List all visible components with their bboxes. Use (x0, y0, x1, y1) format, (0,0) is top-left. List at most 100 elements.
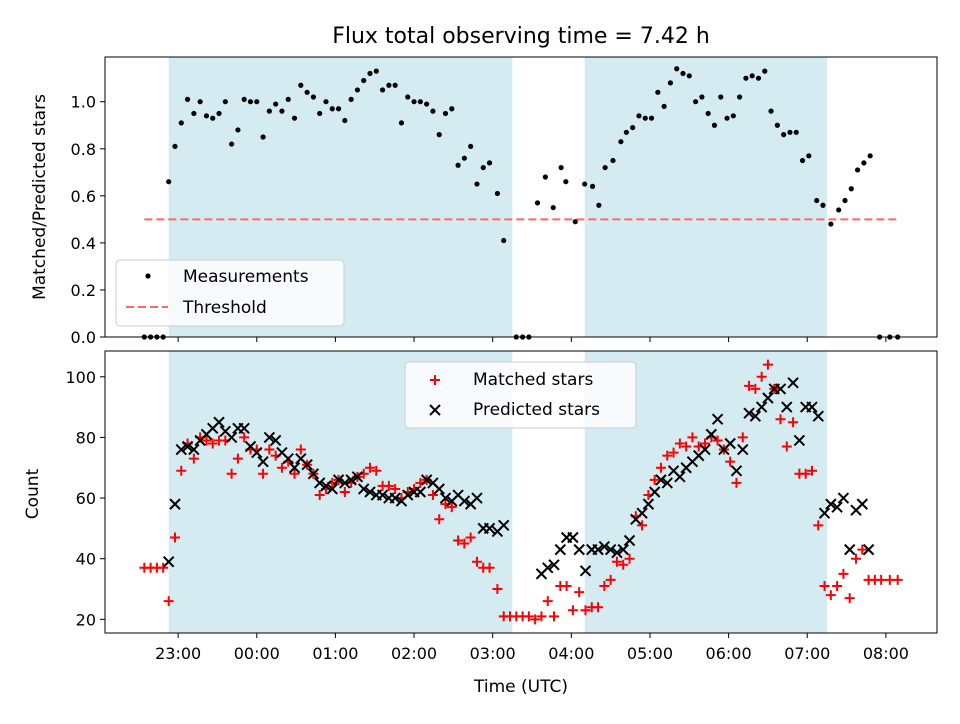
measurements-point (686, 73, 692, 79)
legend-matched-label: Matched stars (473, 370, 593, 390)
matched-stars-point (446, 502, 457, 513)
predicted-stars-point (755, 401, 768, 413)
matched-stars-point (188, 453, 199, 464)
measurements-point (323, 99, 329, 105)
matched-stars-point (637, 520, 648, 531)
measurements-point (197, 99, 203, 105)
measurements-point (836, 207, 842, 213)
predicted-stars-point (313, 477, 326, 489)
matched-stars-point (383, 480, 394, 491)
measurements-point (172, 143, 178, 150)
predicted-stars-point (497, 519, 510, 532)
x-tick-label: 06:00 (706, 644, 752, 663)
measurements-point (203, 113, 210, 119)
measurements-point (861, 160, 867, 166)
measurements-point (392, 82, 398, 88)
measurements-point (781, 132, 787, 138)
predicted-stars-point (483, 522, 496, 535)
measurements-point (774, 122, 780, 128)
measurements-point (266, 108, 272, 114)
predicted-stars-point (269, 434, 282, 447)
predicted-stars-point (705, 428, 718, 441)
matched-stars-point (239, 432, 250, 443)
matched-stars-point (750, 383, 761, 394)
predicted-stars-point (674, 471, 686, 483)
measurements-point (768, 108, 774, 114)
matched-stars-point (574, 587, 585, 598)
predicted-stars-point (471, 492, 483, 504)
predicted-stars-point (749, 410, 762, 422)
predicted-stars-point (573, 543, 585, 556)
measurements-point (737, 94, 743, 100)
measurements-point (191, 110, 197, 117)
measurements-point (424, 101, 430, 107)
matched-stars-point (756, 371, 767, 382)
legend-matched-marker (430, 375, 440, 385)
predicted-stars-point (263, 431, 276, 444)
predicted-stars-point (844, 543, 856, 556)
predicted-stars-point (837, 492, 850, 504)
matched-stars-point (762, 359, 773, 370)
measurements-point (667, 80, 674, 86)
predicted-stars-point (699, 443, 711, 456)
measurements-point (178, 120, 184, 126)
matched-stars-point (258, 468, 269, 479)
matched-stars-point (737, 432, 748, 443)
matched-stars-point (668, 447, 679, 458)
matched-stars-point (567, 605, 578, 616)
predicted-stars-point (793, 434, 806, 447)
top-y-tick-label: 0.2 (71, 281, 96, 300)
measurements-point (455, 162, 461, 168)
measurements-point (449, 106, 455, 112)
matched-stars-point (788, 417, 799, 428)
measurements-point (692, 99, 699, 105)
legend-threshold-label: Threshold (182, 298, 267, 318)
measurements-point (285, 96, 291, 102)
matched-stars-point (276, 462, 287, 473)
matched-stars-point (264, 444, 275, 455)
measurements-point (222, 99, 228, 105)
matched-stars-point (800, 468, 811, 479)
matched-stars-point (523, 611, 534, 622)
predicted-stars-point (181, 440, 194, 453)
bottom-y-tick-label: 100 (65, 368, 96, 387)
matched-stars-point (158, 562, 169, 573)
predicted-stars-point (812, 410, 824, 422)
matched-stars-point (314, 490, 325, 501)
matched-stars-point (599, 581, 610, 591)
predicted-stars-point (787, 377, 799, 389)
legend-measurements-marker (145, 273, 151, 279)
measurements-point (494, 190, 501, 197)
matched-stars-point (339, 487, 350, 497)
measurements-point (468, 143, 474, 150)
matched-stars-point (832, 581, 843, 591)
x-tick-label: 23:00 (155, 644, 201, 663)
predicted-stars-point (307, 468, 320, 480)
predicted-stars-point (351, 471, 364, 483)
measurements-point (398, 120, 405, 126)
predicted-stars-point (661, 477, 673, 489)
predicted-stars-point (831, 501, 843, 513)
measurements-point (828, 221, 834, 227)
matched-stars-point (851, 553, 862, 564)
x-tick-label: 04:00 (548, 644, 594, 663)
predicted-stars-point (648, 486, 661, 498)
measurements-point (442, 110, 449, 117)
legend-measurements-label: Measurements (183, 267, 309, 287)
measurements-point (461, 155, 467, 161)
measurements-point (329, 106, 335, 112)
predicted-stars-point (257, 455, 269, 468)
predicted-stars-point (458, 495, 471, 507)
measurements-point (210, 115, 216, 121)
predicted-stars-point (623, 534, 636, 547)
matched-stars-point (674, 438, 685, 449)
top-y-tick-label: 0.6 (71, 187, 96, 206)
matched-stars-point (163, 596, 174, 607)
bottom-axes-frame (104, 350, 938, 634)
measurements-point (854, 167, 861, 173)
matched-stars-point (453, 535, 464, 546)
measurements-point (542, 174, 548, 180)
matched-stars-point (611, 556, 622, 567)
measurements-point (842, 197, 848, 204)
predicted-stars-point (389, 492, 401, 504)
